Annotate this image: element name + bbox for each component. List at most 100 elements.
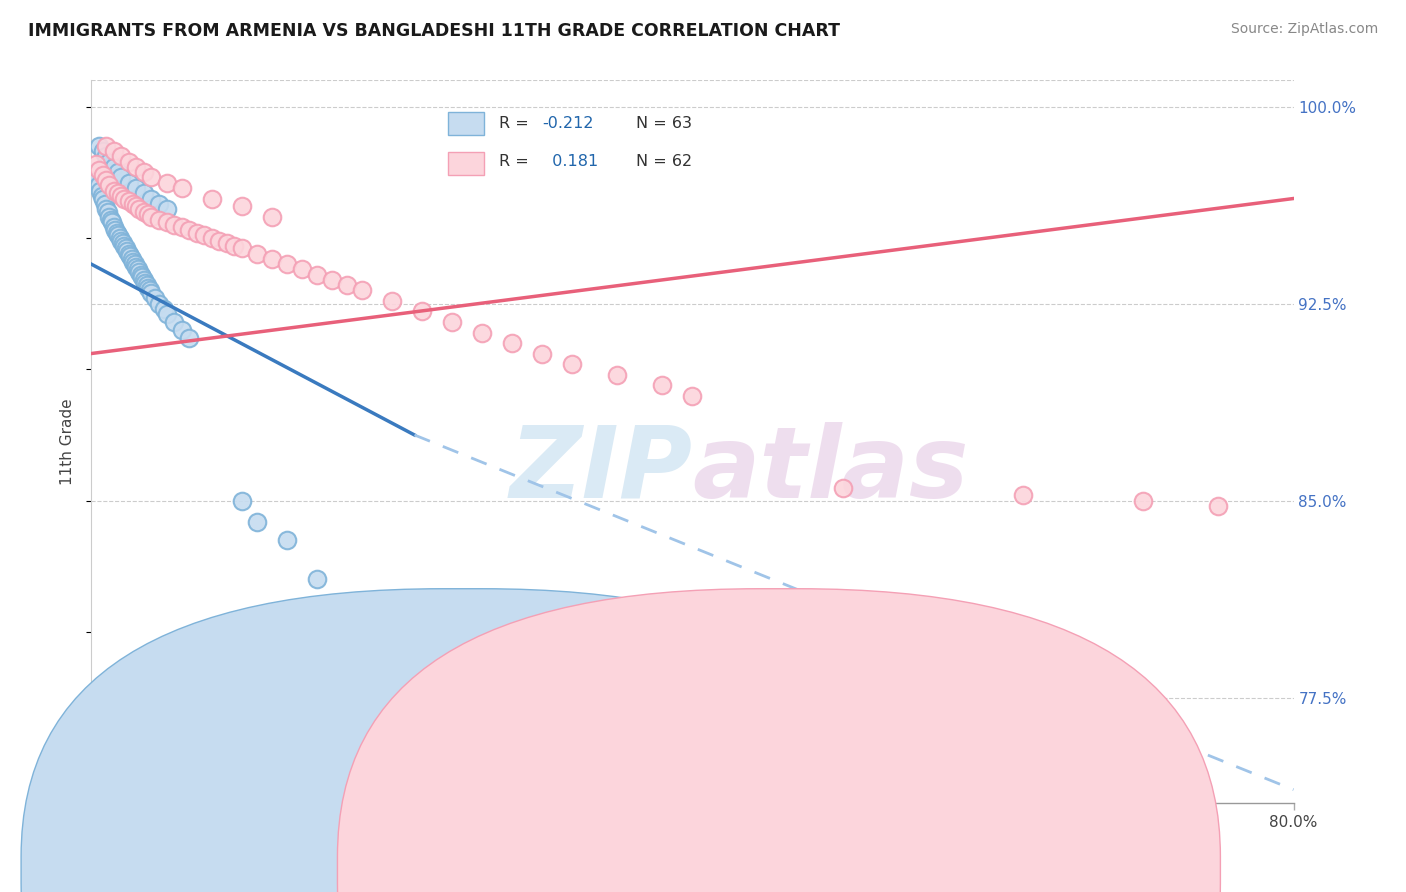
Point: [108, 231, 131, 245]
Point: [246, 246, 269, 260]
Point: [336, 278, 359, 293]
Point: [98, 178, 121, 193]
Point: [163, 315, 186, 329]
Point: [152, 301, 174, 316]
Point: [127, 262, 149, 277]
Point: [606, 368, 628, 382]
Point: [260, 252, 283, 266]
Point: [125, 199, 148, 213]
Point: [93, 168, 115, 182]
Point: [141, 192, 163, 206]
Point: [155, 307, 177, 321]
Point: [170, 181, 193, 195]
Point: [125, 160, 148, 174]
Point: [107, 186, 129, 201]
Point: [561, 357, 583, 371]
Point: [103, 160, 125, 174]
Point: [350, 284, 373, 298]
Text: Source: ZipAtlas.com: Source: ZipAtlas.com: [1230, 22, 1378, 37]
Point: [117, 244, 139, 258]
Point: [276, 533, 298, 547]
Point: [118, 246, 141, 260]
Text: Immigrants from Armenia: Immigrants from Armenia: [492, 863, 699, 877]
Point: [124, 257, 146, 271]
Point: [132, 204, 155, 219]
Point: [138, 207, 160, 221]
Point: [831, 481, 853, 495]
Point: [125, 260, 148, 274]
Point: [177, 223, 200, 237]
Point: [148, 296, 170, 310]
Point: [110, 189, 132, 203]
Point: [1208, 499, 1230, 513]
Point: [231, 199, 253, 213]
Point: [141, 170, 163, 185]
Point: [86, 173, 108, 187]
Point: [87, 162, 110, 177]
Point: [208, 234, 231, 248]
Point: [131, 270, 153, 285]
Point: [125, 181, 148, 195]
Point: [531, 346, 554, 360]
Point: [138, 281, 160, 295]
Point: [118, 154, 141, 169]
Point: [1132, 493, 1154, 508]
Point: [155, 176, 177, 190]
Point: [148, 196, 170, 211]
Point: [201, 231, 224, 245]
Point: [141, 286, 163, 301]
Point: [170, 323, 193, 337]
Text: atlas: atlas: [692, 422, 969, 519]
Point: [128, 202, 150, 216]
Point: [97, 204, 120, 219]
Text: IMMIGRANTS FROM ARMENIA VS BANGLADESHI 11TH GRADE CORRELATION CHART: IMMIGRANTS FROM ARMENIA VS BANGLADESHI 1…: [28, 22, 841, 40]
Point: [186, 226, 208, 240]
Point: [260, 210, 283, 224]
Point: [103, 145, 125, 159]
Point: [104, 223, 127, 237]
Point: [1012, 488, 1035, 502]
Point: [456, 651, 478, 665]
Point: [107, 228, 129, 243]
Point: [224, 239, 246, 253]
Point: [231, 493, 253, 508]
Point: [122, 254, 145, 268]
Point: [155, 215, 177, 229]
Point: [100, 212, 122, 227]
Y-axis label: 11th Grade: 11th Grade: [60, 398, 76, 485]
Point: [276, 257, 298, 271]
Point: [110, 170, 132, 185]
Point: [132, 165, 155, 179]
Point: [110, 149, 132, 163]
Text: Bangladeshis: Bangladeshis: [808, 863, 920, 877]
Point: [381, 293, 404, 308]
Point: [143, 291, 166, 305]
Point: [118, 176, 141, 190]
Point: [215, 236, 238, 251]
Point: [128, 265, 150, 279]
Point: [114, 239, 136, 253]
Point: [96, 202, 118, 216]
Point: [132, 273, 155, 287]
Point: [105, 226, 128, 240]
Point: [111, 236, 134, 251]
Point: [90, 189, 112, 203]
Point: [305, 573, 328, 587]
Point: [163, 218, 186, 232]
Point: [118, 194, 141, 208]
Point: [103, 184, 125, 198]
Point: [107, 165, 129, 179]
Point: [177, 331, 200, 345]
Point: [120, 249, 142, 263]
Point: [114, 192, 136, 206]
Point: [246, 515, 269, 529]
Point: [129, 268, 152, 282]
Point: [96, 149, 118, 163]
Point: [139, 284, 162, 298]
Point: [471, 326, 494, 340]
Point: [501, 336, 523, 351]
Point: [201, 192, 224, 206]
Point: [98, 154, 121, 169]
Point: [681, 388, 703, 402]
Point: [291, 262, 314, 277]
